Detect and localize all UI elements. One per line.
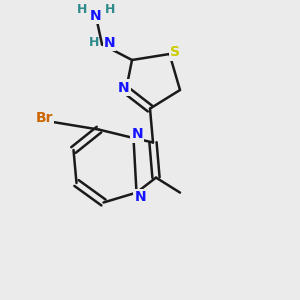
Text: H: H <box>88 36 99 50</box>
Text: N: N <box>131 128 143 141</box>
Text: N: N <box>118 81 129 94</box>
Text: H: H <box>105 3 116 16</box>
Text: H: H <box>77 3 88 16</box>
Text: Br: Br <box>36 111 53 124</box>
Text: N: N <box>134 190 146 204</box>
Text: N: N <box>103 36 115 50</box>
Text: N: N <box>90 10 102 23</box>
Text: S: S <box>170 46 180 59</box>
